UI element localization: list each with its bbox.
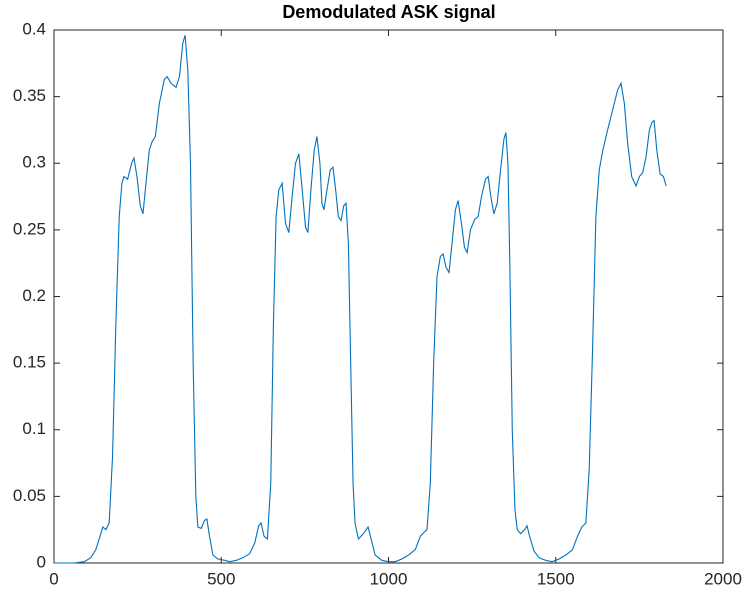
- y-tick-label: 0.05: [13, 486, 46, 505]
- x-tick-label: 2000: [704, 569, 742, 588]
- y-tick-label: 0.15: [13, 353, 46, 372]
- signal-line: [54, 35, 667, 564]
- x-tick-label: 1500: [537, 569, 575, 588]
- chart-title: Demodulated ASK signal: [282, 2, 495, 22]
- plot-area: [53, 29, 724, 564]
- y-tick-label: 0.2: [22, 286, 46, 305]
- x-tick-label: 500: [207, 569, 235, 588]
- y-tick-label: 0.35: [13, 86, 46, 105]
- y-tick-label: 0.3: [22, 153, 46, 172]
- y-tick-label: 0: [37, 552, 46, 571]
- y-tick-label: 0.1: [22, 419, 46, 438]
- x-tick-label: 0: [49, 569, 58, 588]
- y-tick-label: 0.4: [22, 19, 46, 38]
- x-tick-label: 1000: [370, 569, 408, 588]
- y-tick-label: 0.25: [13, 219, 46, 238]
